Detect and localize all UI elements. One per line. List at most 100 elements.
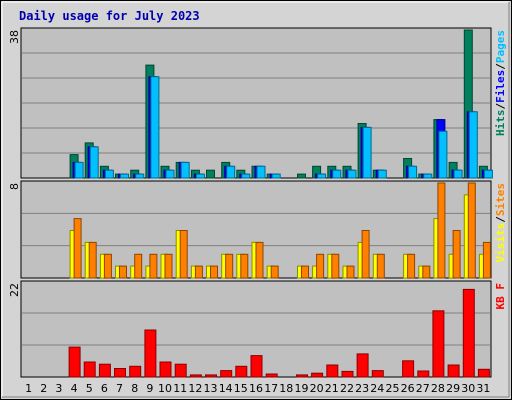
legend-entry: / <box>494 63 507 70</box>
bar-sites-day-7 <box>119 265 127 279</box>
bar-sites-day-31 <box>482 241 491 279</box>
bar-kbytes-day-24 <box>371 370 384 378</box>
bar-pages-day-31 <box>483 169 493 179</box>
bar-pages-day-22 <box>347 169 357 179</box>
bar-sites-day-11 <box>179 230 188 279</box>
day-label-23: 23 <box>355 382 369 395</box>
bar-kbytes-day-21 <box>326 364 339 378</box>
day-label-30: 30 <box>461 382 475 395</box>
bar-pages-day-29 <box>453 169 463 179</box>
bar-pages-day-6 <box>104 169 114 179</box>
day-label-27: 27 <box>416 382 430 395</box>
legend-visits-sites: Visits/Sites <box>494 183 507 263</box>
bar-kbytes-day-20 <box>311 372 324 378</box>
day-label-12: 12 <box>188 382 202 395</box>
legend-entry: / <box>494 216 507 223</box>
bar-sites-day-17 <box>270 265 279 279</box>
day-label-28: 28 <box>431 382 445 395</box>
bar-pages-day-23 <box>362 126 372 179</box>
bar-sites-day-9 <box>149 253 158 279</box>
bar-pages-day-26 <box>408 165 418 179</box>
day-label-18: 18 <box>279 382 293 395</box>
bar-sites-day-6 <box>103 253 112 279</box>
day-label-31: 31 <box>476 382 490 395</box>
bar-kbytes-day-10 <box>159 361 172 378</box>
day-label-8: 8 <box>131 382 138 395</box>
day-label-29: 29 <box>446 382 460 395</box>
bar-kbytes-day-15 <box>235 365 248 378</box>
bar-sites-day-14 <box>225 253 234 279</box>
bar-kbytes-day-5 <box>83 361 96 378</box>
day-label-24: 24 <box>370 382 384 395</box>
day-label-14: 14 <box>219 382 233 395</box>
bar-sites-day-22 <box>346 265 355 279</box>
chart-title: Daily usage for July 2023 <box>19 9 200 23</box>
bar-pages-day-7 <box>120 173 129 179</box>
bar-kbytes-day-23 <box>356 353 369 378</box>
bar-sites-day-12 <box>194 265 203 279</box>
bar-kbytes-day-29 <box>447 364 460 378</box>
bar-kbytes-day-16 <box>250 355 263 378</box>
legend-entry: Visits <box>494 223 507 263</box>
day-label-9: 9 <box>146 382 153 395</box>
bar-pages-day-9 <box>150 76 160 179</box>
bar-kbytes-day-13 <box>205 374 217 378</box>
bar-sites-day-19 <box>301 265 309 279</box>
bar-pages-day-27 <box>423 173 433 179</box>
bar-sites-day-10 <box>164 253 173 279</box>
bar-kbytes-day-12 <box>189 374 202 378</box>
y-max-label-kbytes: 22 <box>8 283 21 297</box>
bar-kbytes-day-22 <box>341 370 354 378</box>
day-label-1: 1 <box>25 382 32 395</box>
bar-kbytes-day-27 <box>417 370 430 378</box>
bar-pages-day-4 <box>74 161 84 179</box>
day-label-22: 22 <box>340 382 354 395</box>
day-label-10: 10 <box>158 382 172 395</box>
bar-pages-day-20 <box>317 173 327 179</box>
bar-kbytes-day-7 <box>114 368 126 378</box>
legend-hits-files-pages: Hits/Files/Pages <box>494 30 507 136</box>
bar-pages-day-17 <box>271 173 281 179</box>
day-label-21: 21 <box>325 382 339 395</box>
day-label-15: 15 <box>234 382 248 395</box>
bar-pages-day-15 <box>241 173 251 179</box>
bar-sites-day-4 <box>73 218 82 279</box>
bar-sites-day-16 <box>255 241 264 279</box>
bar-pages-day-8 <box>135 173 145 179</box>
bar-pages-day-21 <box>332 169 342 179</box>
bar-kbytes-day-6 <box>98 363 111 378</box>
bar-pages-day-24 <box>377 169 387 179</box>
bar-kbytes-day-9 <box>144 329 157 378</box>
bar-pages-day-30 <box>468 111 478 179</box>
day-label-6: 6 <box>101 382 108 395</box>
panel-kbytes: 22 KB F <box>8 280 507 378</box>
bar-sites-day-28 <box>437 182 446 279</box>
bar-kbytes-day-26 <box>402 360 415 378</box>
day-label-2: 2 <box>40 382 47 395</box>
day-label-19: 19 <box>295 382 309 395</box>
bar-kbytes-day-31 <box>477 368 490 378</box>
day-label-7: 7 <box>116 382 123 395</box>
bar-kbytes-day-8 <box>129 365 142 378</box>
bar-kbytes-day-4 <box>68 346 81 378</box>
day-label-16: 16 <box>249 382 263 395</box>
bar-pages-day-11 <box>180 161 190 179</box>
day-label-26: 26 <box>401 382 415 395</box>
bar-kbytes-day-19 <box>296 374 308 378</box>
bar-sites-day-29 <box>452 230 461 279</box>
bar-pages-day-12 <box>195 173 205 179</box>
bar-kbytes-day-14 <box>220 370 233 378</box>
legend-kbytes: KB F <box>494 283 507 310</box>
legend-entry: Hits <box>494 110 507 137</box>
day-label-25: 25 <box>386 382 400 395</box>
bar-sites-day-26 <box>407 253 416 279</box>
day-label-3: 3 <box>55 382 62 395</box>
bar-sites-day-15 <box>240 253 249 279</box>
bar-hits-day-19 <box>297 173 306 179</box>
y-max-label-hits-files-pages: 38 <box>8 30 21 44</box>
bar-kbytes-day-11 <box>174 363 187 378</box>
bar-kbytes-day-30 <box>462 288 475 378</box>
x-axis-day-labels: 1 2 3 4 5 6 7 8 9 10 11 12 13 14 15 16 17 18 19 20 21 22 23 24 2… <box>25 382 490 395</box>
